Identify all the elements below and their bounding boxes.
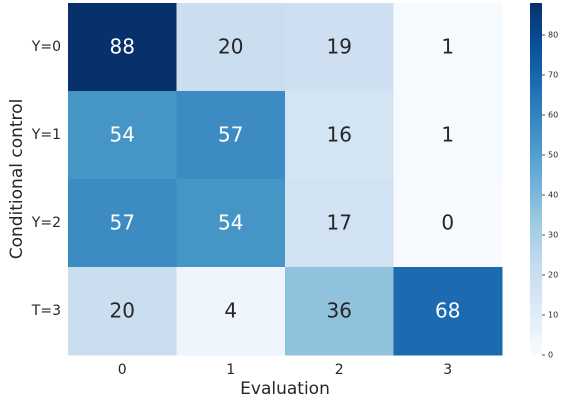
colorbar-tick-label: 10 <box>548 311 558 320</box>
heatmap-cell <box>285 3 394 92</box>
cell-label: 20 <box>218 35 243 59</box>
heatmap-cell <box>176 91 286 180</box>
x-tick-label: 3 <box>443 362 452 378</box>
colorbar-tick-label: 60 <box>548 111 558 120</box>
colorbar-tick-label: 0 <box>548 351 553 360</box>
heatmap-cell <box>285 91 394 180</box>
heatmap-cell <box>68 91 177 180</box>
heatmap-cell <box>68 267 177 356</box>
cell-label: 20 <box>110 299 135 323</box>
x-tick-label: 2 <box>335 362 344 378</box>
colorbar-tick-label: 80 <box>548 31 558 40</box>
cell-label: 57 <box>110 211 135 235</box>
heatmap-cell <box>68 3 177 92</box>
y-axis-label: Conditional control <box>7 99 27 260</box>
heatmap-cell <box>176 3 286 92</box>
heatmap-cell <box>393 91 503 180</box>
cell-label: 68 <box>435 299 460 323</box>
cell-label: 0 <box>441 211 454 235</box>
y-tick-label: Y=0 <box>31 39 61 55</box>
x-tick-label: 0 <box>118 362 127 378</box>
heatmap-cell <box>285 267 394 356</box>
y-tick-label: Y=2 <box>31 215 61 231</box>
heatmap-cell <box>176 267 286 356</box>
cell-label: 57 <box>218 123 243 147</box>
cell-label: 54 <box>110 123 135 147</box>
cell-label: 88 <box>110 35 135 59</box>
y-tick-label: T=3 <box>31 303 61 319</box>
cell-label: 17 <box>327 211 352 235</box>
y-tick-label: Y=1 <box>31 127 61 143</box>
cell-label: 16 <box>327 123 352 147</box>
cell-label: 36 <box>327 299 352 323</box>
heatmap-cell <box>68 179 177 268</box>
colorbar-tick-label: 30 <box>548 231 558 240</box>
cell-label: 1 <box>441 123 454 147</box>
heatmap-cell <box>393 179 503 268</box>
cell-label: 1 <box>441 35 454 59</box>
colorbar-tick-label: 70 <box>548 71 558 80</box>
heatmap-cell <box>393 267 503 356</box>
heatmap-cell <box>393 3 503 92</box>
cell-label: 54 <box>218 211 243 235</box>
heatmap-cell <box>285 179 394 268</box>
colorbar <box>530 3 542 355</box>
colorbar-tick-label: 40 <box>548 191 558 200</box>
colorbar-tick-label: 50 <box>548 151 558 160</box>
x-axis-label: Evaluation <box>240 379 330 399</box>
x-tick-label: 1 <box>226 362 235 378</box>
colorbar-tick-label: 20 <box>548 271 558 280</box>
heatmap-cell <box>176 179 286 268</box>
cell-label: 4 <box>224 299 237 323</box>
cell-label: 19 <box>327 35 352 59</box>
